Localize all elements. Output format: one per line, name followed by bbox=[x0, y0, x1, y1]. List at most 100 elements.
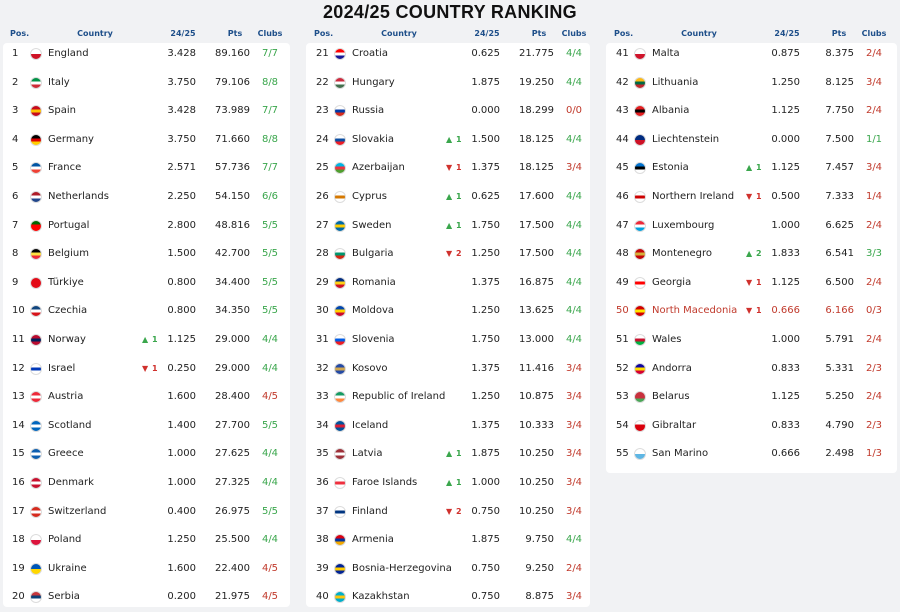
points: 10.250 bbox=[519, 505, 554, 517]
flag bbox=[30, 48, 42, 60]
flag bbox=[334, 334, 346, 346]
country: Denmark bbox=[48, 477, 94, 488]
pos: 55 bbox=[616, 448, 629, 460]
points: 6.500 bbox=[825, 276, 854, 288]
pos: 8 bbox=[12, 248, 19, 260]
clubs: 4/4 bbox=[261, 334, 279, 345]
flag bbox=[30, 105, 42, 118]
pos: 33 bbox=[316, 391, 329, 403]
clubs: 3/4 bbox=[565, 162, 583, 174]
country: Iceland bbox=[352, 419, 389, 431]
flag bbox=[334, 276, 346, 289]
coefficient: 1.000 bbox=[167, 448, 196, 460]
country: North Macedonia bbox=[652, 305, 738, 317]
clubs: 4/4 bbox=[565, 219, 583, 231]
clubs: 3/4 bbox=[565, 448, 583, 460]
country: Slovakia bbox=[352, 133, 394, 145]
coefficient: 0.666 bbox=[771, 448, 800, 460]
header-country: Country bbox=[681, 29, 717, 38]
points: 7.750 bbox=[825, 105, 854, 117]
header-pos: Pos. bbox=[314, 29, 334, 38]
points: 26.975 bbox=[215, 505, 250, 517]
coefficient: 0.750 bbox=[471, 562, 500, 574]
points: 27.325 bbox=[215, 477, 250, 488]
country: Slovenia bbox=[352, 334, 395, 345]
pos: 2 bbox=[12, 76, 19, 88]
coefficient: 0.750 bbox=[471, 505, 500, 517]
coefficient: 1.125 bbox=[771, 105, 800, 117]
clubs: 0/3 bbox=[865, 305, 883, 317]
header-clubs: Clubs bbox=[561, 29, 587, 38]
clubs: 5/5 bbox=[261, 305, 279, 317]
header-coef: 24/25 bbox=[774, 29, 800, 38]
clubs: 4/4 bbox=[565, 191, 583, 202]
country: Moldova bbox=[352, 305, 395, 317]
flag bbox=[334, 362, 346, 375]
pos: 40 bbox=[316, 591, 329, 603]
flag bbox=[334, 391, 346, 404]
move: 1 bbox=[756, 192, 762, 201]
clubs: 3/4 bbox=[565, 391, 583, 403]
country: Latvia bbox=[352, 448, 383, 460]
points: 18.125 bbox=[519, 133, 554, 145]
points: 10.250 bbox=[519, 448, 554, 460]
header-pts: Pts bbox=[531, 29, 547, 38]
flag bbox=[634, 276, 646, 289]
flag bbox=[30, 534, 42, 547]
country: Belarus bbox=[652, 391, 690, 403]
points: 19.250 bbox=[519, 76, 554, 88]
pos: 35 bbox=[316, 448, 329, 460]
country: Andorra bbox=[652, 362, 692, 374]
points: 13.625 bbox=[519, 305, 554, 317]
points: 4.790 bbox=[825, 419, 854, 431]
header-clubs: Clubs bbox=[257, 29, 283, 38]
coefficient: 1.125 bbox=[771, 162, 800, 174]
move: 1 bbox=[456, 220, 462, 230]
points: 28.400 bbox=[215, 391, 250, 403]
points: 9.250 bbox=[525, 562, 554, 574]
pos: 13 bbox=[12, 391, 25, 403]
clubs: 4/4 bbox=[261, 448, 279, 460]
points: 34.400 bbox=[215, 276, 250, 288]
points: 22.400 bbox=[215, 562, 250, 574]
coefficient: 1.250 bbox=[471, 248, 500, 260]
country: San Marino bbox=[652, 448, 709, 460]
points: 8.375 bbox=[825, 48, 854, 59]
pos: 36 bbox=[316, 477, 329, 488]
clubs: 7/7 bbox=[261, 162, 279, 174]
country: Czechia bbox=[48, 305, 88, 317]
points: 2.498 bbox=[825, 448, 854, 460]
flag bbox=[334, 162, 346, 175]
pos: 45 bbox=[616, 162, 629, 174]
flag bbox=[30, 305, 42, 318]
column-card bbox=[606, 43, 897, 473]
pos: 9 bbox=[12, 276, 19, 288]
country: Croatia bbox=[352, 48, 388, 59]
header-pts: Pts bbox=[227, 29, 243, 38]
points: 48.816 bbox=[215, 219, 250, 231]
pos: 26 bbox=[316, 191, 329, 202]
coefficient: 1.375 bbox=[471, 162, 500, 174]
country: Malta bbox=[652, 48, 680, 59]
pos: 5 bbox=[12, 162, 19, 174]
coefficient: 2.571 bbox=[167, 162, 196, 174]
coefficient: 1.000 bbox=[167, 477, 196, 488]
country: Russia bbox=[352, 105, 385, 117]
clubs: 2/4 bbox=[865, 334, 883, 345]
coefficient: 1.875 bbox=[471, 534, 500, 546]
country: Israel bbox=[48, 362, 76, 374]
pos: 49 bbox=[616, 276, 629, 288]
points: 10.875 bbox=[519, 391, 554, 403]
flag bbox=[634, 248, 646, 261]
country: Italy bbox=[48, 76, 70, 88]
pos: 43 bbox=[616, 105, 629, 117]
clubs: 2/4 bbox=[865, 48, 883, 59]
flag bbox=[334, 562, 346, 575]
clubs: 4/4 bbox=[565, 534, 583, 546]
pos: 19 bbox=[12, 562, 25, 574]
move: 1 bbox=[152, 363, 158, 373]
move: 1 bbox=[756, 163, 762, 173]
clubs: 5/5 bbox=[261, 505, 279, 517]
country: Austria bbox=[48, 391, 84, 403]
move: 1 bbox=[456, 134, 462, 144]
